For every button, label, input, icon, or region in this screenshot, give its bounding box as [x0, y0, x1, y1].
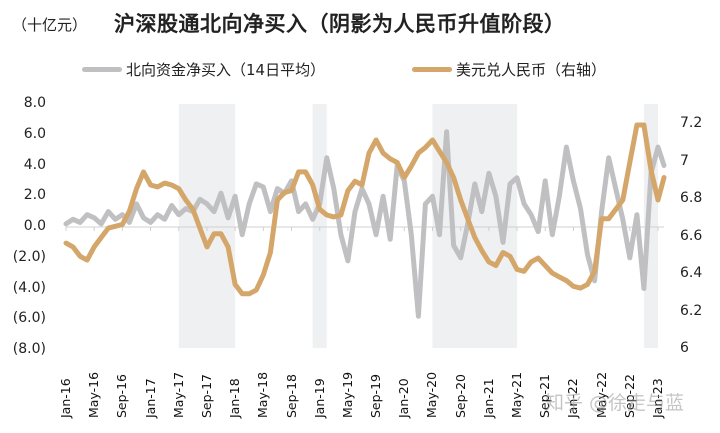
- right-y-tick: 7.2: [680, 115, 703, 131]
- right-y-tick: 7: [680, 152, 689, 169]
- x-tick-label: Jan-16: [58, 378, 73, 418]
- x-tick-label: May-19: [339, 371, 355, 418]
- y-axis-unit-label: （十亿元）: [12, 16, 88, 34]
- right-y-tick: 6: [680, 340, 689, 356]
- x-tick-label: Jan-21: [480, 378, 496, 418]
- shaded-period-2: [312, 104, 327, 348]
- left-y-tick: 6.0: [23, 125, 46, 142]
- x-tick-label: May-18: [255, 371, 271, 418]
- left-y-tick: (8.0): [12, 341, 46, 357]
- x-tick-label: Sep-16: [114, 374, 130, 418]
- x-tick-label: Sep-17: [198, 374, 214, 418]
- x-tick-marks: [65, 227, 659, 231]
- usdcny-line: [63, 122, 667, 297]
- right-y-tick: 6.6: [680, 227, 703, 244]
- x-tick-label: Jan-20: [396, 378, 412, 418]
- left-y-tick: 2.0: [23, 187, 46, 204]
- legend: 北向资金净买入（14日平均） 美元兑人民币（右轴）: [0, 59, 720, 81]
- legend-swatch-northbound: [82, 67, 122, 72]
- left-y-tick: 4.0: [23, 156, 46, 173]
- left-y-tick: 0.0: [23, 218, 46, 234]
- left-y-tick: (6.0): [12, 310, 46, 327]
- x-tick-label: Sep-18: [283, 374, 299, 418]
- shaded-period-1: [178, 104, 236, 348]
- x-tick-label: May-21: [509, 371, 525, 418]
- chart-title: 沪深股通北向净买入（阴影为人民币升值阶段）: [114, 12, 566, 36]
- x-tick-label: Jan-17: [142, 378, 158, 418]
- right-y-tick: 6.8: [680, 190, 703, 206]
- x-tick-label: Sep-19: [368, 374, 384, 418]
- x-tick-label: May-20: [424, 371, 440, 418]
- watermark: 知乎 @徐走与蓝: [545, 392, 685, 414]
- legend-item-northbound: 北向资金净买入（14日平均）: [82, 59, 325, 80]
- left-y-tick: (2.0): [12, 248, 46, 265]
- x-tick-label: Sep-20: [452, 374, 468, 418]
- northbound-line: [63, 129, 667, 319]
- legend-label-northbound: 北向资金净买入（14日平均）: [126, 61, 326, 79]
- x-tick-label: May-17: [170, 371, 186, 418]
- x-tick-label: Jan-19: [311, 378, 327, 418]
- left-y-tick: 8.0: [23, 95, 46, 111]
- x-tick-label: May-16: [86, 371, 102, 418]
- x-tick-label: Jan-18: [227, 378, 243, 418]
- legend-swatch-usdcny: [412, 67, 452, 72]
- left-y-tick: (4.0): [12, 279, 46, 296]
- legend-item-usdcny: 美元兑人民币（右轴）: [412, 59, 606, 80]
- right-y-tick: 6.2: [680, 302, 703, 319]
- legend-label-usdcny: 美元兑人民币（右轴）: [456, 61, 607, 79]
- right-y-tick: 6.4: [680, 265, 703, 281]
